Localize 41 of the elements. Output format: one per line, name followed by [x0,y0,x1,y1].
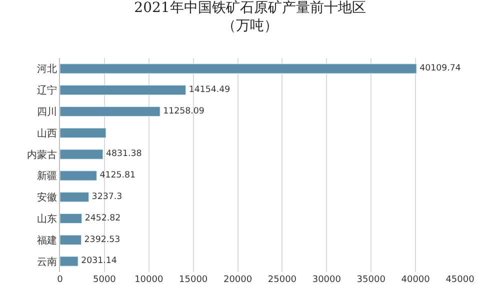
data-label: 3237.3 [92,192,122,202]
bar [60,213,82,224]
data-label: 2031.14 [81,256,118,266]
x-tick-label: 35000 [356,275,386,285]
chart-title: 2021年中国铁矿石原矿产量前十地区 [134,0,366,16]
y-tick-label: 新疆 [37,170,57,182]
data-label: 11258.09 [163,106,204,116]
x-tick-label: 0 [57,275,64,285]
data-label: 4125.81 [100,170,136,181]
y-tick-label: 安徽 [37,192,57,204]
data-label: 2452.82 [84,213,121,224]
y-tick-label: 河北 [37,63,57,76]
data-label: 4831.38 [106,149,142,160]
bar [60,256,78,266]
x-tick-label: 40000 [401,275,430,285]
x-tick-label: 25000 [268,275,297,285]
y-tick-label: 四川 [37,106,57,118]
y-tick-label: 云南 [37,256,57,268]
x-tick-label: 10000 [134,275,164,285]
x-tick-label: 45000 [446,275,475,285]
data-label: 40109.74 [420,64,462,74]
y-tick-label: 山东 [37,213,57,225]
y-tick-label: 内蒙古 [27,148,57,161]
y-tick-label: 福建 [37,234,57,246]
data-label: 2392.53 [84,234,120,245]
y-tick-label: 山西 [37,127,57,140]
bar [60,106,160,117]
x-tick-label: 30000 [312,275,342,285]
chart-subtitle: （万吨） [222,18,278,34]
bar [60,85,186,96]
bar [60,234,82,245]
bar [60,170,97,181]
bar [60,64,417,74]
bar [60,192,90,202]
bar [60,149,104,160]
data-label: 14154.49 [188,85,230,96]
x-tick-label: 20000 [223,275,252,285]
x-tick-label: 5000 [92,275,116,285]
y-tick-label: 辽宁 [37,84,57,97]
x-tick-label: 15000 [179,275,208,285]
bar [60,128,106,138]
